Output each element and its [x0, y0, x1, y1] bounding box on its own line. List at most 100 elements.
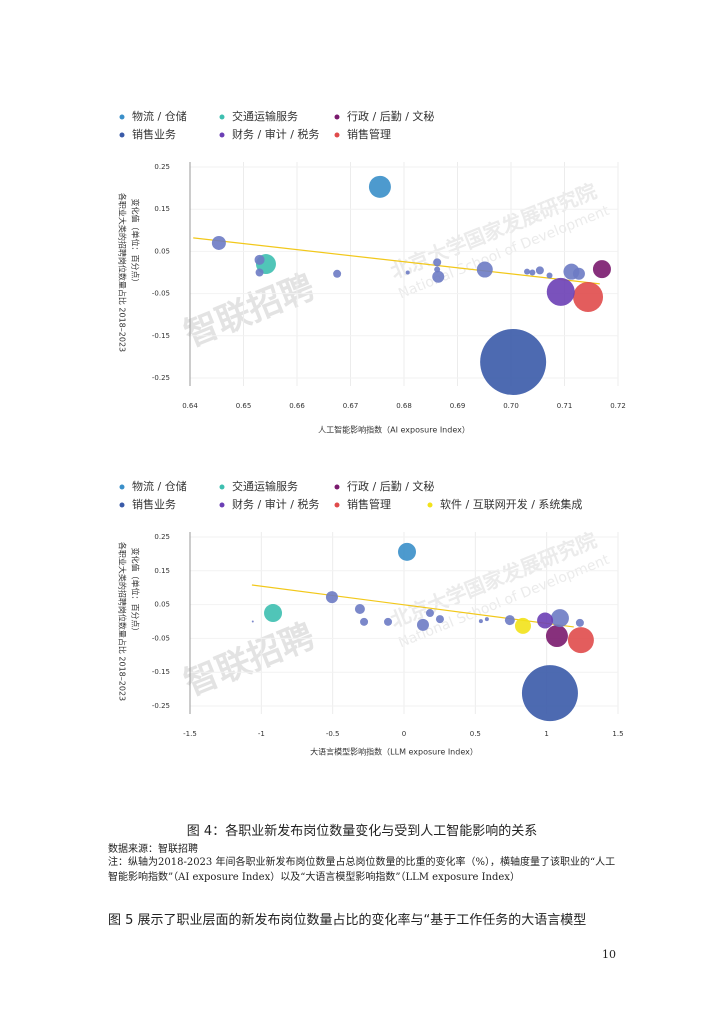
x-tick-label: -0.5	[326, 730, 340, 738]
legend-label: 物流 / 仓储	[132, 109, 187, 123]
y-tick-label: -0.15	[152, 332, 170, 340]
bubble	[521, 665, 578, 722]
x-tick-label: 0.69	[450, 402, 466, 410]
y-tick-label: 0.15	[154, 567, 170, 575]
legend-label: 销售管理	[347, 127, 391, 141]
x-tick-label: 0	[402, 730, 406, 738]
y-tick-label: 0.25	[154, 533, 170, 541]
bubble	[545, 625, 568, 648]
x-tick-label: -1.5	[183, 730, 197, 738]
x-tick-label: 0.64	[182, 402, 198, 410]
bubble	[524, 268, 531, 275]
bubble	[333, 269, 342, 278]
figure-note: 注：纵轴为2018-2023 年间各职业新发布岗位数量占总岗位数量的比重的变化率…	[108, 857, 616, 883]
bubble	[354, 603, 365, 614]
bubble	[255, 268, 264, 277]
bubble	[546, 277, 575, 306]
bubble	[433, 258, 442, 267]
legend-marker	[427, 502, 433, 508]
bubble	[211, 235, 226, 250]
bubble	[514, 617, 531, 634]
bubble	[504, 615, 515, 626]
legend-label: 交通运输服务	[232, 109, 298, 123]
bubble	[529, 269, 536, 276]
y-tick-label: 0.15	[154, 205, 170, 213]
x-tick-label: 0.67	[343, 402, 359, 410]
x-tick-label: 0.68	[396, 402, 412, 410]
legend-label: 交通运输服务	[232, 479, 298, 493]
bubble	[360, 617, 369, 626]
legend-marker	[119, 132, 125, 138]
bubble	[592, 260, 611, 279]
bubble	[435, 615, 444, 624]
legend-marker	[219, 502, 225, 508]
watermark: 智联招聘	[179, 267, 320, 355]
legend-marker	[119, 484, 125, 490]
legend-label: 财务 / 审计 / 税务	[232, 127, 319, 141]
bubble	[416, 618, 429, 631]
x-axis-label: 人工智能影响指数（AI exposure Index）	[318, 425, 470, 435]
x-axis-label: 大语言模型影响指数（LLM exposure Index）	[310, 747, 478, 757]
x-tick-label: 0.71	[557, 402, 573, 410]
y-tick-label: -0.05	[152, 634, 170, 642]
bubble	[325, 591, 338, 604]
bubble	[537, 612, 554, 629]
bubble	[384, 617, 393, 626]
bubble	[405, 270, 410, 275]
body-text: 图 5 展示了职业层面的新发布岗位数量占比的变化率与“基于工作任务的大语言模型	[108, 913, 587, 928]
y-tick-label: -0.05	[152, 290, 170, 298]
y-axis-label: 各职业大类的招聘岗位数量占比 2018–2023	[118, 193, 128, 352]
bubble	[478, 619, 483, 624]
y-axis-label: 变化值（单位：百分点）	[131, 548, 141, 636]
bubble	[575, 618, 584, 627]
x-tick-label: -1	[258, 730, 265, 738]
legend-marker	[219, 114, 225, 120]
bubble	[476, 261, 493, 278]
legend-label: 物流 / 仓储	[132, 479, 187, 493]
legend-marker	[219, 132, 225, 138]
x-tick-label: 0.66	[289, 402, 305, 410]
y-axis-label: 变化值（单位：百分点）	[131, 199, 141, 287]
legend-label: 销售业务	[132, 127, 176, 141]
legend-label: 销售业务	[132, 497, 176, 511]
legend-marker	[219, 484, 225, 490]
x-tick-label: 0.72	[610, 402, 626, 410]
y-tick-label: -0.15	[152, 668, 170, 676]
page-number: 10	[602, 948, 616, 961]
x-tick-label: 0.5	[470, 730, 481, 738]
y-tick-label: 0.05	[154, 247, 170, 255]
bubble	[434, 266, 441, 273]
legend-marker	[119, 502, 125, 508]
watermark: 智联招聘	[179, 616, 320, 704]
legend-marker	[334, 114, 340, 120]
bubble	[368, 175, 391, 198]
legend-label: 行政 / 后勤 / 文秘	[347, 479, 434, 493]
y-tick-label: 0.25	[154, 163, 170, 171]
bubble	[572, 267, 585, 280]
legend-label: 行政 / 后勤 / 文秘	[347, 109, 434, 123]
bubble	[567, 627, 594, 654]
legend-marker	[334, 484, 340, 490]
figure-caption: 图 4：各职业新发布岗位数量变化与受到人工智能影响的关系	[186, 824, 538, 839]
data-source: 数据来源：智联招聘	[108, 844, 198, 855]
x-tick-label: 1	[544, 730, 548, 738]
y-tick-label: 0.05	[154, 601, 170, 609]
legend-marker	[334, 502, 340, 508]
legend-marker	[119, 114, 125, 120]
x-tick-label: 1.5	[612, 730, 623, 738]
bubble	[535, 266, 544, 275]
bubble	[480, 328, 547, 395]
bubble	[397, 542, 416, 561]
x-tick-label: 0.65	[236, 402, 252, 410]
bubble	[251, 620, 254, 623]
bubble	[550, 609, 569, 628]
legend-label: 软件 / 互联网开发 / 系统集成	[440, 497, 582, 511]
bubble	[425, 609, 434, 618]
y-axis-label: 各职业大类的招聘岗位数量占比 2018–2023	[118, 542, 128, 701]
legend-label: 销售管理	[347, 497, 391, 511]
bubble	[254, 254, 265, 265]
bubble	[432, 270, 445, 283]
legend-marker	[334, 132, 340, 138]
y-tick-label: -0.25	[152, 702, 170, 710]
legend-label: 财务 / 审计 / 税务	[232, 497, 319, 511]
